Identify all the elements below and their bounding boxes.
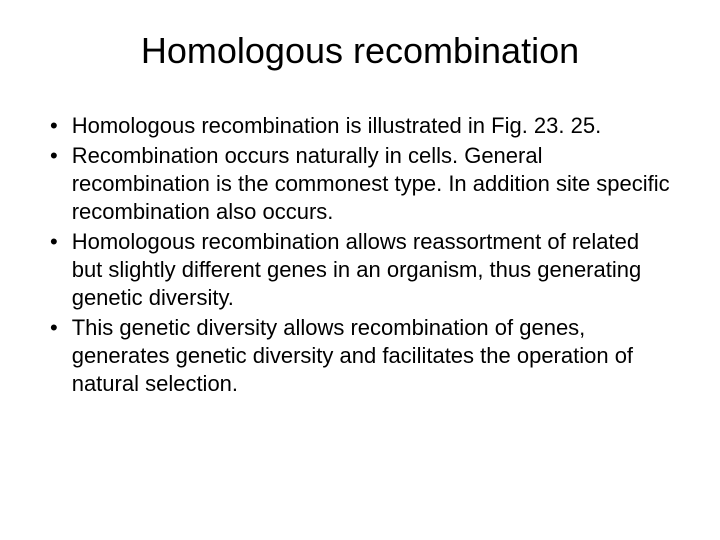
- bullet-icon: •: [50, 112, 58, 140]
- list-item: • Homologous recombination allows reasso…: [50, 228, 670, 312]
- bullet-icon: •: [50, 314, 58, 342]
- list-item: • This genetic diversity allows recombin…: [50, 314, 670, 398]
- bullet-text: Recombination occurs naturally in cells.…: [72, 142, 670, 226]
- list-item: • Recombination occurs naturally in cell…: [50, 142, 670, 226]
- bullet-text: Homologous recombination is illustrated …: [72, 112, 670, 140]
- bullet-list: • Homologous recombination is illustrate…: [50, 112, 670, 398]
- bullet-text: Homologous recombination allows reassort…: [72, 228, 670, 312]
- bullet-icon: •: [50, 228, 58, 256]
- list-item: • Homologous recombination is illustrate…: [50, 112, 670, 140]
- bullet-icon: •: [50, 142, 58, 170]
- page-title: Homologous recombination: [50, 30, 670, 72]
- bullet-text: This genetic diversity allows recombinat…: [72, 314, 670, 398]
